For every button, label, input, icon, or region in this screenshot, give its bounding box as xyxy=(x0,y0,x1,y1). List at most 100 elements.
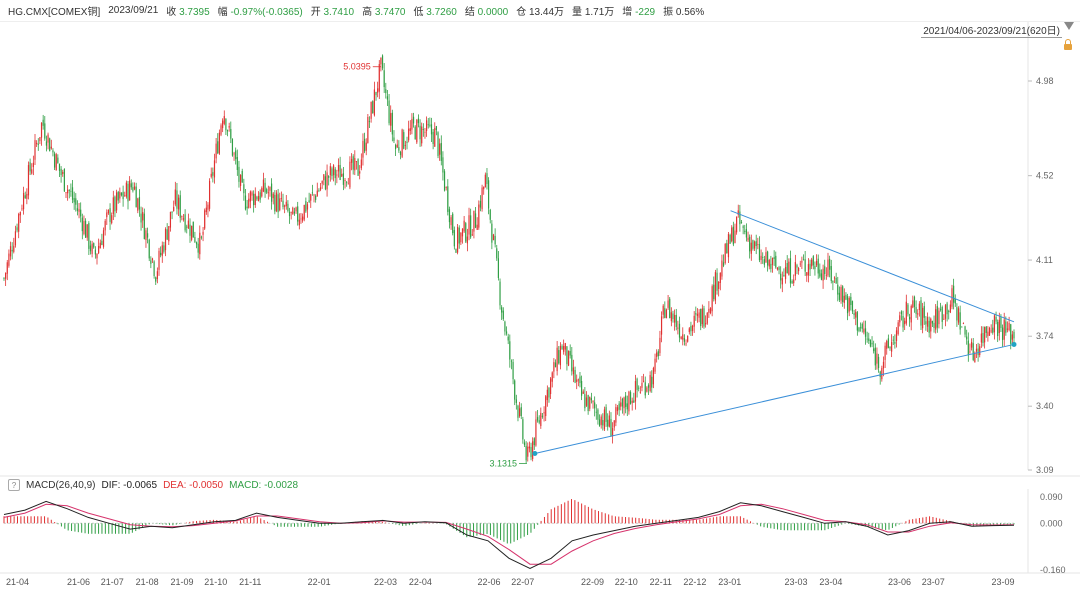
candle-body[interactable] xyxy=(80,209,82,217)
candle-body[interactable] xyxy=(393,137,395,142)
candle-body[interactable] xyxy=(644,382,646,396)
candle-body[interactable] xyxy=(623,397,625,409)
chevron-down-icon[interactable] xyxy=(1064,22,1074,30)
candle-body[interactable] xyxy=(365,142,367,151)
candle-body[interactable] xyxy=(781,278,783,285)
candle-body[interactable] xyxy=(587,395,589,411)
candle-body[interactable] xyxy=(709,308,712,313)
candle-body[interactable] xyxy=(336,174,338,176)
candle-body[interactable] xyxy=(182,218,185,220)
candle-body[interactable] xyxy=(729,234,731,244)
candle-body[interactable] xyxy=(226,130,229,132)
candle-body[interactable] xyxy=(634,381,637,402)
candle-body[interactable] xyxy=(140,213,142,223)
candle-body[interactable] xyxy=(877,356,880,368)
candle-body[interactable] xyxy=(997,321,999,336)
candle-body[interactable] xyxy=(523,442,526,445)
candle-body[interactable] xyxy=(670,312,672,322)
candle-body[interactable] xyxy=(280,198,282,199)
candle-body[interactable] xyxy=(57,157,59,163)
candle-body[interactable] xyxy=(187,220,189,229)
candle-body[interactable] xyxy=(195,242,198,245)
candle-body[interactable] xyxy=(385,89,387,94)
candle-body[interactable] xyxy=(184,214,186,231)
candle-body[interactable] xyxy=(944,305,947,319)
candle-body[interactable] xyxy=(664,308,666,318)
candle-body[interactable] xyxy=(799,263,801,265)
candle-body[interactable] xyxy=(275,192,278,211)
candle-body[interactable] xyxy=(827,259,829,276)
candle-body[interactable] xyxy=(463,220,465,232)
candle-body[interactable] xyxy=(696,313,699,316)
candle-body[interactable] xyxy=(27,165,30,196)
candle-body[interactable] xyxy=(829,258,831,270)
candle-body[interactable] xyxy=(801,261,803,263)
candle-body[interactable] xyxy=(308,200,310,203)
candle-body[interactable] xyxy=(497,258,499,278)
candle-body[interactable] xyxy=(851,301,854,312)
candle-body[interactable] xyxy=(434,128,436,147)
candle-body[interactable] xyxy=(507,336,509,341)
candle-body[interactable] xyxy=(481,187,483,210)
candle-body[interactable] xyxy=(191,225,193,240)
candle-body[interactable] xyxy=(465,223,467,242)
candle-body[interactable] xyxy=(161,245,163,256)
candle-body[interactable] xyxy=(16,227,18,231)
candle-body[interactable] xyxy=(905,301,907,324)
candle-body[interactable] xyxy=(554,362,557,368)
candle-body[interactable] xyxy=(838,292,841,300)
candle-body[interactable] xyxy=(566,346,568,365)
candle-body[interactable] xyxy=(706,312,708,324)
candle-body[interactable] xyxy=(313,194,315,196)
candle-body[interactable] xyxy=(295,207,297,212)
candle-body[interactable] xyxy=(564,343,566,350)
candle-body[interactable] xyxy=(204,210,206,229)
candle-body[interactable] xyxy=(468,215,470,235)
candle-body[interactable] xyxy=(687,335,689,342)
candle-body[interactable] xyxy=(424,131,426,133)
candle-body[interactable] xyxy=(758,244,761,261)
candle-body[interactable] xyxy=(956,307,958,321)
candle-body[interactable] xyxy=(902,316,904,328)
candle-body[interactable] xyxy=(241,170,243,183)
candle-body[interactable] xyxy=(605,407,607,422)
candle-body[interactable] xyxy=(771,257,774,265)
candle-body[interactable] xyxy=(37,143,39,145)
candle-body[interactable] xyxy=(328,175,330,178)
candle-body[interactable] xyxy=(558,350,560,364)
candle-body[interactable] xyxy=(574,369,576,383)
candle-body[interactable] xyxy=(590,398,592,401)
candle-body[interactable] xyxy=(662,305,664,315)
candle-body[interactable] xyxy=(629,392,632,405)
candle-body[interactable] xyxy=(279,198,281,211)
candle-body[interactable] xyxy=(977,348,979,356)
candle-body[interactable] xyxy=(860,327,862,329)
candle-body[interactable] xyxy=(272,193,274,199)
candle-body[interactable] xyxy=(168,226,170,242)
candle-body[interactable] xyxy=(809,263,811,270)
candle-body[interactable] xyxy=(127,183,129,202)
candle-body[interactable] xyxy=(773,257,775,260)
candle-body[interactable] xyxy=(310,194,312,201)
candle-body[interactable] xyxy=(819,269,821,277)
candle-body[interactable] xyxy=(721,260,723,277)
candle-body[interactable] xyxy=(631,400,633,403)
candle-body[interactable] xyxy=(230,129,232,139)
trendline-handle[interactable] xyxy=(532,451,538,457)
candle-body[interactable] xyxy=(158,250,160,270)
candle-body[interactable] xyxy=(953,285,955,303)
candle-body[interactable] xyxy=(427,124,429,126)
candle-body[interactable] xyxy=(961,326,963,328)
candle-body[interactable] xyxy=(530,447,532,458)
candle-body[interactable] xyxy=(300,218,302,220)
candle-body[interactable] xyxy=(830,266,832,281)
candle-body[interactable] xyxy=(383,70,385,88)
candle-body[interactable] xyxy=(643,380,645,382)
candle-body[interactable] xyxy=(765,252,767,263)
candle-body[interactable] xyxy=(915,307,917,314)
candle-body[interactable] xyxy=(817,258,819,274)
candle-body[interactable] xyxy=(794,262,796,276)
candle-body[interactable] xyxy=(780,273,782,281)
candle-body[interactable] xyxy=(461,228,464,237)
candle-body[interactable] xyxy=(426,120,428,131)
